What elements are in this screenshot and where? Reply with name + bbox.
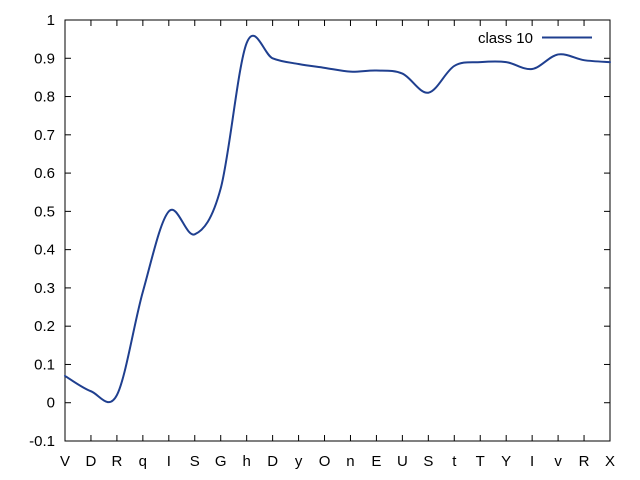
x-tick-label: G bbox=[215, 453, 227, 470]
series-layer bbox=[64, 34, 611, 403]
x-tick-label: q bbox=[139, 453, 147, 470]
x-tick-label: S bbox=[423, 453, 433, 470]
x-tick-label: h bbox=[242, 453, 250, 470]
x-tick-label: v bbox=[554, 453, 562, 470]
x-tick-label: y bbox=[295, 453, 303, 470]
x-tick-label: t bbox=[452, 453, 457, 470]
x-tick-label: S bbox=[190, 453, 200, 470]
x-tick-label: n bbox=[346, 453, 354, 470]
x-tick-label: I bbox=[530, 453, 534, 470]
x-tick-label: X bbox=[605, 453, 615, 470]
y-tick-label: 0.3 bbox=[34, 280, 55, 297]
y-tick-label: 0.7 bbox=[34, 127, 55, 144]
legend-label: class 10 bbox=[478, 30, 533, 47]
x-tick-label: O bbox=[319, 453, 331, 470]
x-tick-label: E bbox=[371, 453, 381, 470]
y-tick-label: 0.9 bbox=[34, 50, 55, 67]
y-tick-label: 0.1 bbox=[34, 356, 55, 373]
x-tick-label: I bbox=[167, 453, 171, 470]
y-tick-label: 0.8 bbox=[34, 89, 55, 106]
x-tick-label: T bbox=[476, 453, 485, 470]
y-tick-label: 0.2 bbox=[34, 318, 55, 335]
y-tick-label: 0.4 bbox=[34, 242, 55, 259]
x-tick-label: U bbox=[397, 453, 408, 470]
series-line bbox=[64, 34, 611, 403]
x-tick-label: D bbox=[86, 453, 97, 470]
x-tick-label: D bbox=[267, 453, 278, 470]
plot-frame bbox=[64, 19, 611, 442]
y-tick-label: 1 bbox=[47, 12, 55, 29]
y-tick-label: 0.6 bbox=[34, 165, 55, 182]
y-tick-label: 0 bbox=[47, 395, 55, 412]
x-tick-label: Y bbox=[501, 453, 511, 470]
y-tick-label: -0.1 bbox=[29, 433, 55, 450]
x-tick-label: R bbox=[579, 453, 590, 470]
x-tick-label: V bbox=[60, 453, 70, 470]
legend: class 10 bbox=[478, 30, 592, 47]
x-tick-label: R bbox=[111, 453, 122, 470]
y-tick-label: 0.5 bbox=[34, 203, 55, 220]
